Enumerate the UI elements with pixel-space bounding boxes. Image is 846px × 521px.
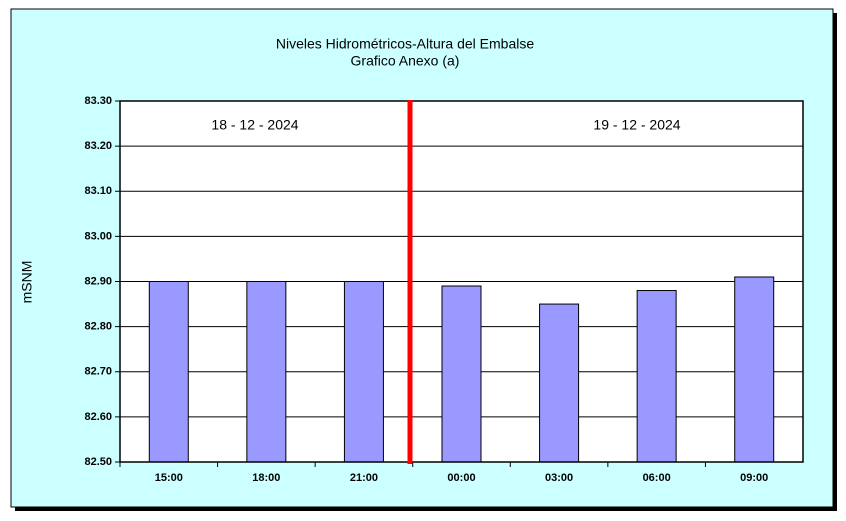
y-tick-label: 82.70	[84, 366, 112, 378]
annotation: 18 - 12 - 2024	[211, 117, 298, 133]
plot-border	[119, 100, 804, 463]
x-tick-label: 21:00	[350, 472, 378, 484]
bar	[539, 303, 580, 463]
x-tick-label: 00:00	[447, 472, 475, 484]
x-tick-label: 03:00	[545, 472, 573, 484]
x-tick-label: 09:00	[740, 472, 768, 484]
y-tick-label: 83.00	[84, 230, 112, 242]
bar	[343, 281, 384, 463]
y-tick-label: 83.30	[84, 95, 112, 107]
x-tick-label: 18:00	[252, 472, 280, 484]
y-tick-label: 83.10	[84, 185, 112, 197]
y-axis-label: mSNM	[19, 261, 35, 304]
annotation: 19 - 12 - 2024	[593, 117, 680, 133]
chart-subtitle: Grafico Anexo (a)	[351, 53, 460, 69]
y-tick-label: 82.90	[84, 275, 112, 287]
x-tick-label: 15:00	[155, 472, 183, 484]
y-tick-label: 83.20	[84, 140, 112, 152]
bar	[148, 281, 189, 463]
x-tick-label: 06:00	[643, 472, 671, 484]
bar	[246, 281, 287, 463]
bar	[636, 290, 677, 463]
y-tick-label: 82.60	[84, 411, 112, 423]
chart-title: Niveles Hidrométricos-Altura del Embalse	[276, 36, 535, 52]
y-tick-label: 82.50	[84, 456, 112, 468]
bar	[734, 276, 775, 463]
bar	[441, 285, 482, 463]
y-tick-label: 82.80	[84, 321, 112, 333]
